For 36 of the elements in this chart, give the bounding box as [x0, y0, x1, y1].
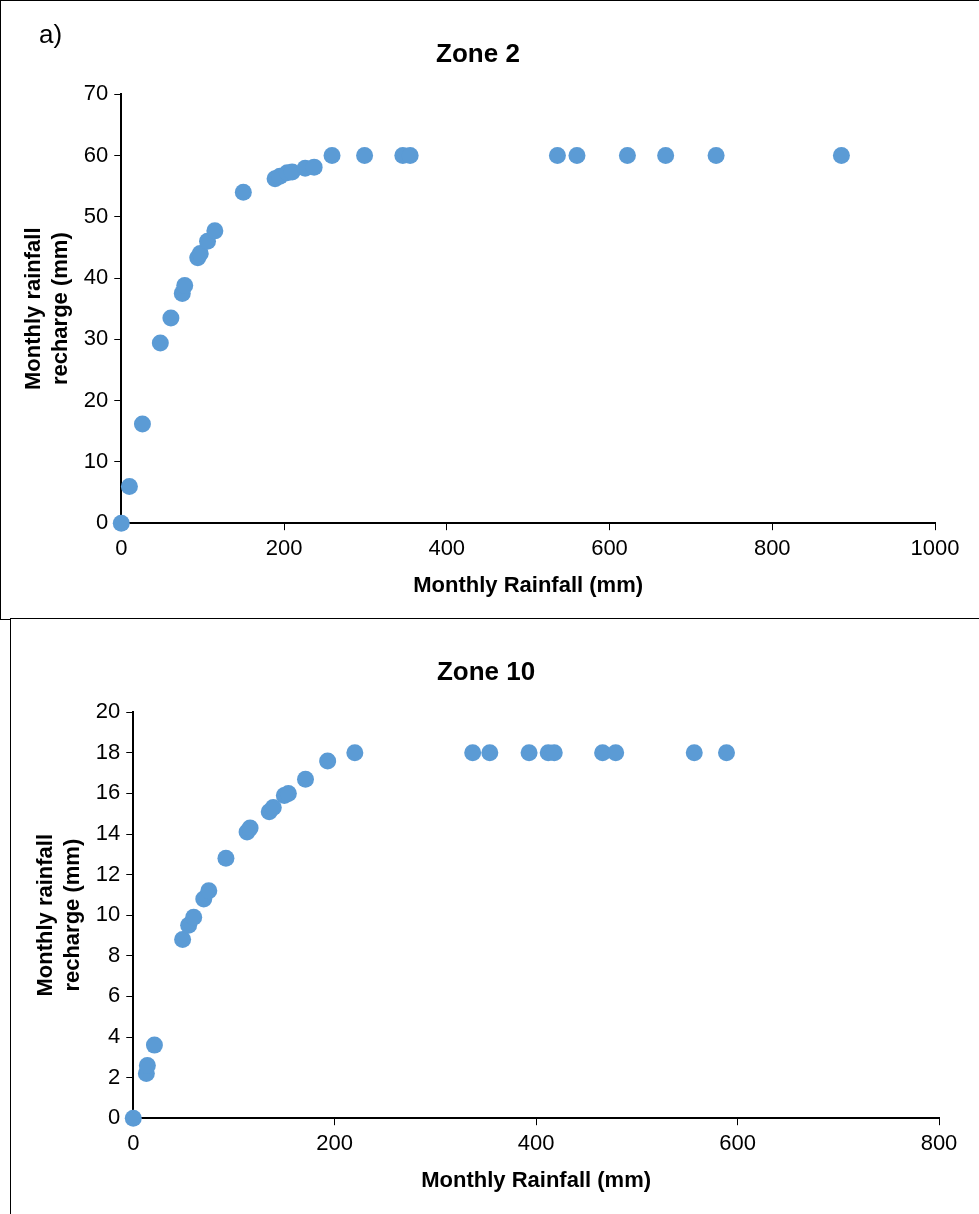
- y-tick-label: 2: [108, 1063, 121, 1089]
- y-tick-label: 14: [95, 820, 121, 846]
- x-tick-label: 200: [265, 535, 303, 561]
- y-tick-label: 10: [83, 447, 109, 473]
- x-tick-label: 400: [428, 535, 466, 561]
- x-tick-label: 800: [920, 1130, 958, 1156]
- x-axis-title: Monthly Rainfall (mm): [413, 571, 644, 597]
- chart-title: Zone 10: [436, 655, 536, 686]
- y-tick-label: 4: [108, 1023, 121, 1049]
- x-tick-label: 600: [719, 1130, 756, 1156]
- y-tick-label: 30: [83, 325, 109, 351]
- chart-title: Zone 2: [436, 37, 520, 68]
- x-tick-label: 600: [591, 535, 628, 561]
- y-tick-label: 10: [95, 901, 121, 927]
- y-tick-label: 50: [83, 202, 109, 228]
- x-tick-label: 800: [753, 535, 791, 561]
- y-tick-label: 0: [108, 1104, 121, 1130]
- y-tick-label: 60: [83, 141, 109, 167]
- y-tick-label: 70: [83, 80, 109, 106]
- y-tick-label: 8: [108, 941, 121, 967]
- x-axis-title: Monthly Rainfall (mm): [421, 1166, 652, 1192]
- y-axis-title: Monthly rainfall recharge (mm): [20, 227, 72, 390]
- y-tick-label: 6: [108, 982, 121, 1008]
- y-axis-title: Monthly rainfall recharge (mm): [32, 833, 84, 997]
- y-tick-label: 0: [96, 509, 109, 535]
- x-tick-label: 1000: [910, 535, 960, 561]
- x-tick-label: 400: [517, 1130, 555, 1156]
- x-tick-label: 200: [316, 1130, 354, 1156]
- x-tick-label: 0: [127, 1130, 140, 1156]
- text: a): [39, 19, 63, 50]
- y-tick-label: 16: [95, 779, 121, 805]
- y-tick-label: 12: [95, 860, 121, 886]
- y-tick-label: 20: [95, 698, 121, 724]
- y-tick-label: 18: [95, 738, 121, 764]
- y-tick-label: 20: [83, 386, 109, 412]
- y-tick-label: 40: [83, 264, 109, 290]
